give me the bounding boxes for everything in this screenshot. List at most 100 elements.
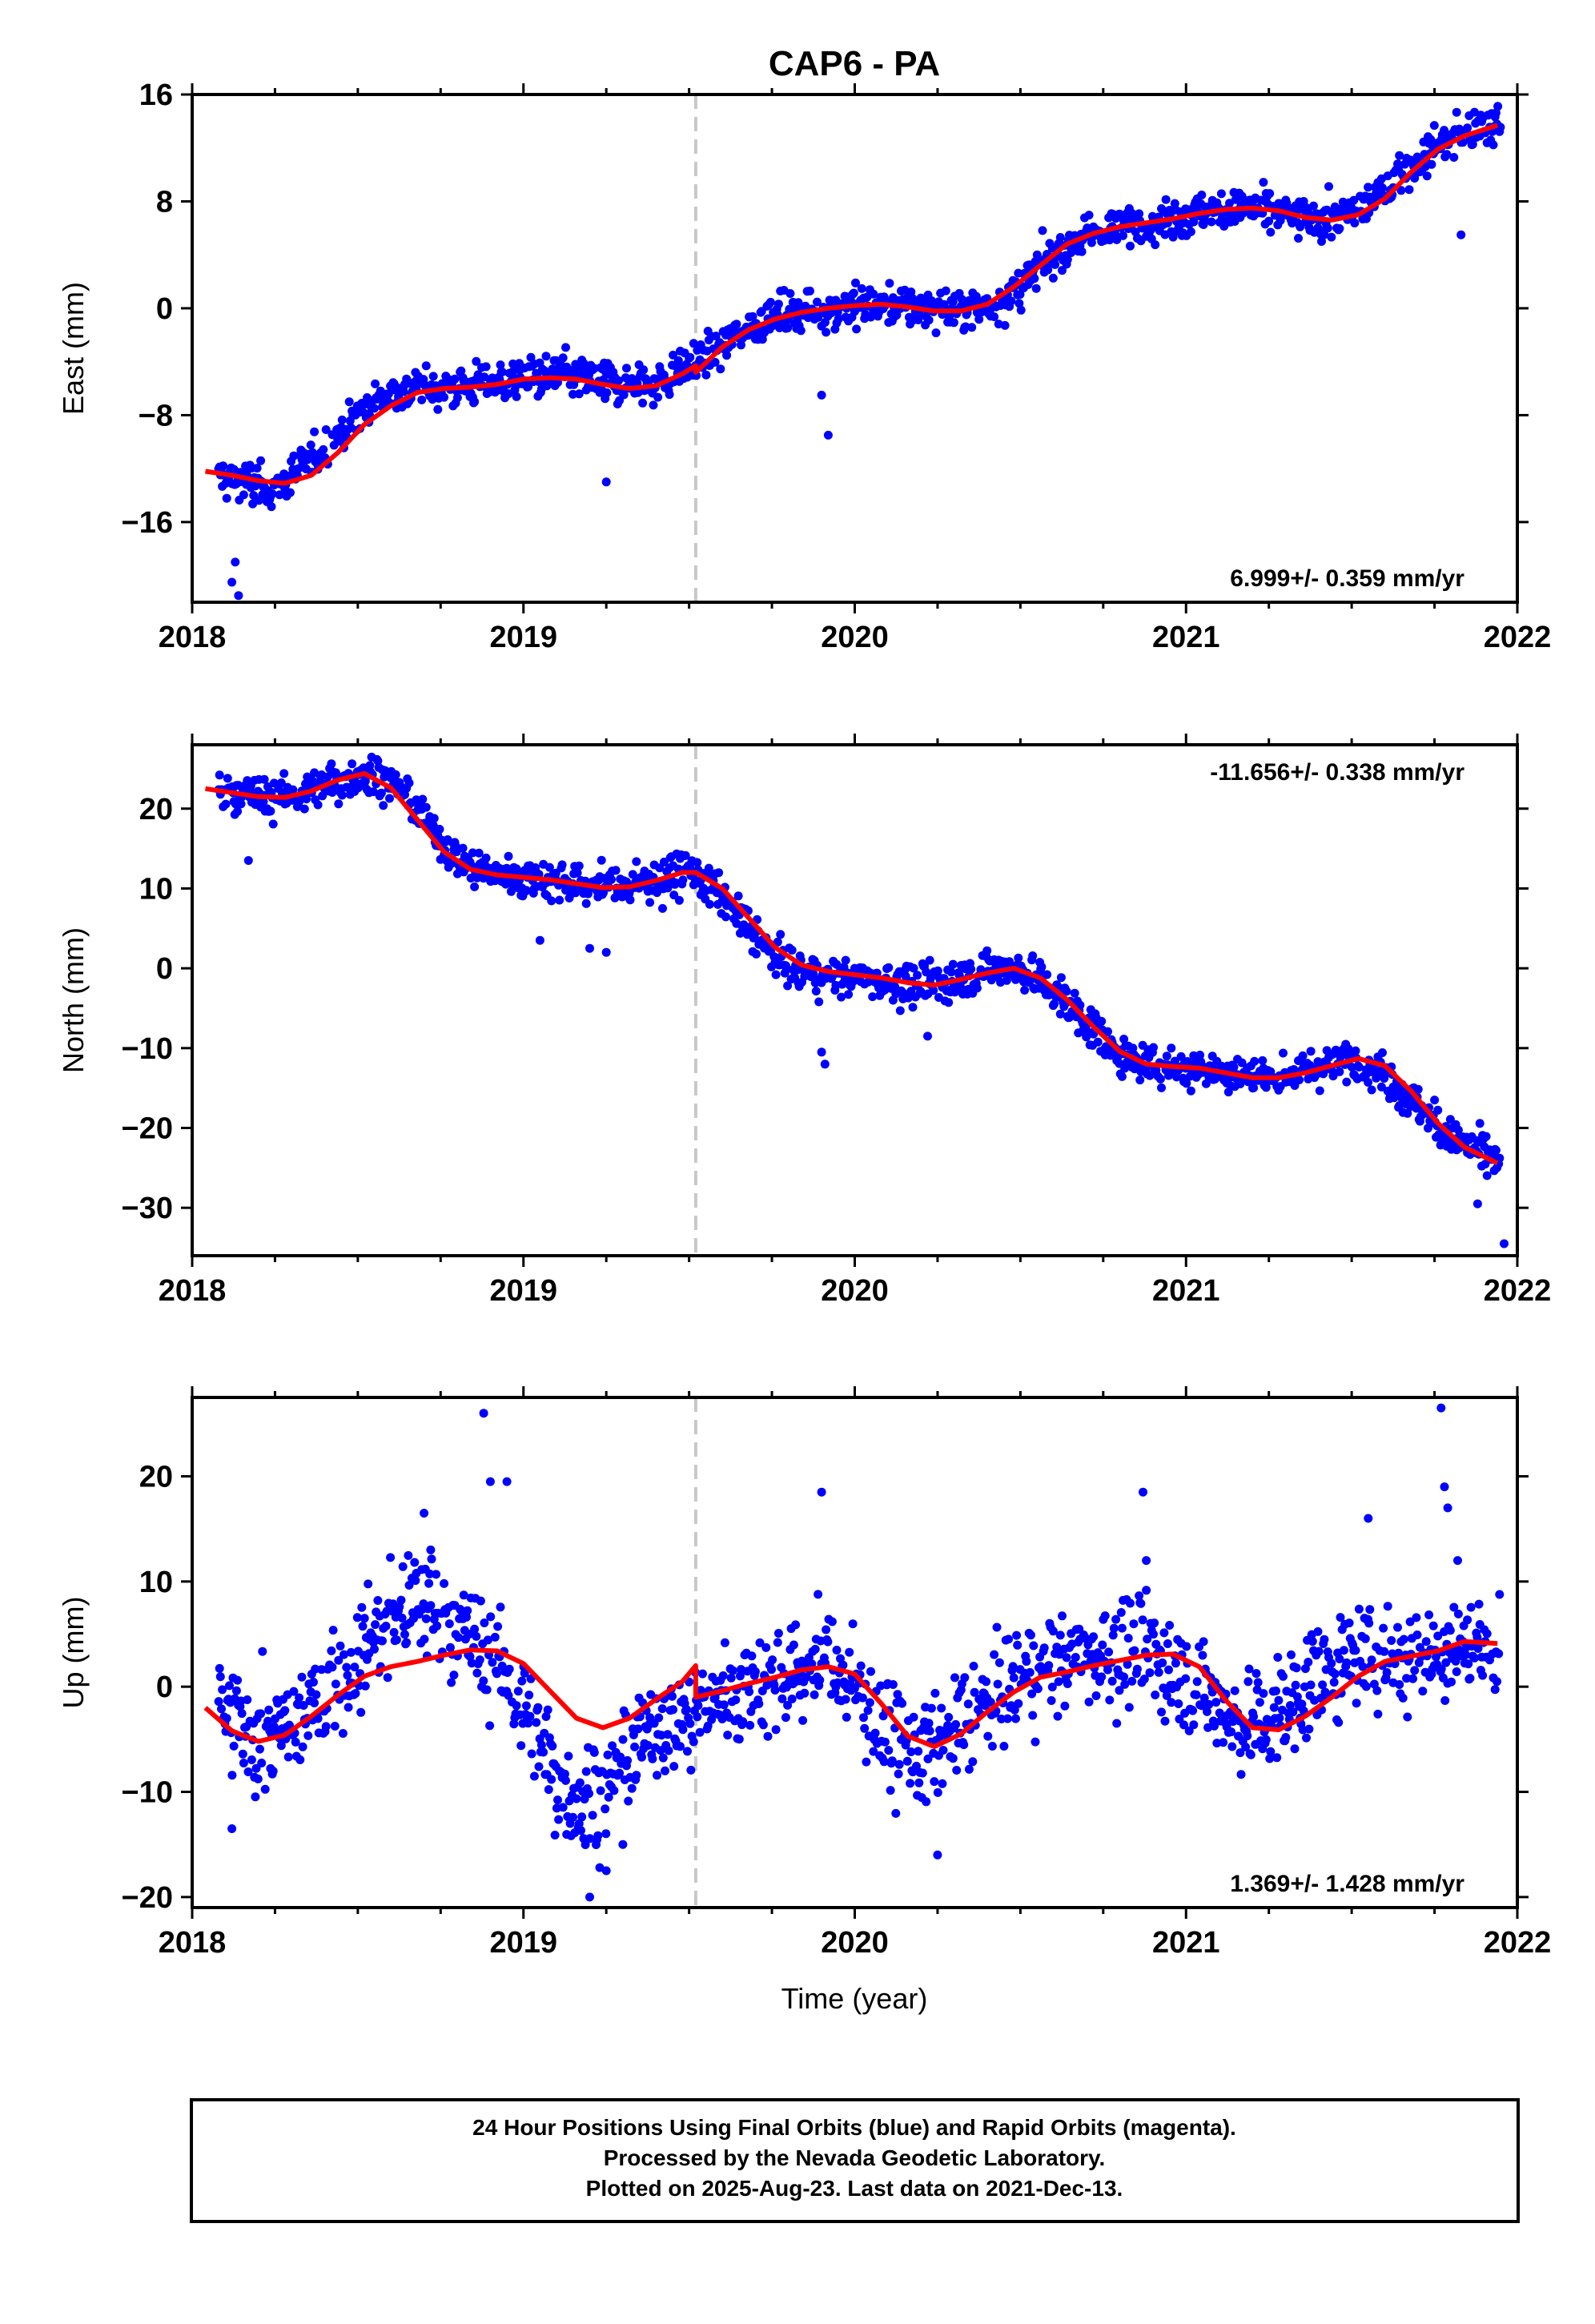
north-data-point bbox=[944, 998, 954, 1007]
up-data-point bbox=[1123, 1659, 1132, 1669]
east-data-point bbox=[541, 352, 551, 361]
north-data-point bbox=[752, 949, 761, 959]
up-data-point bbox=[585, 1834, 595, 1844]
up-data-point bbox=[1288, 1707, 1298, 1717]
up-data-point bbox=[1174, 1699, 1183, 1708]
east-data-point bbox=[419, 375, 428, 384]
north-data-point bbox=[1258, 1055, 1268, 1065]
up-data-point bbox=[258, 1647, 267, 1656]
east-frame bbox=[191, 93, 1519, 604]
up-data-point bbox=[718, 1671, 728, 1680]
up-data-point bbox=[1249, 1712, 1259, 1721]
north-data-point bbox=[307, 776, 317, 786]
north-data-point bbox=[982, 946, 992, 955]
north-data-point bbox=[581, 899, 591, 908]
up-data-point bbox=[1336, 1613, 1345, 1622]
up-data-point bbox=[1132, 1664, 1142, 1674]
north-outlier-point bbox=[817, 1047, 826, 1057]
north-data-point bbox=[1201, 1079, 1211, 1088]
east-data-point bbox=[710, 357, 720, 367]
up-data-point bbox=[944, 1712, 954, 1722]
north-data-point bbox=[632, 857, 641, 866]
up-data-point bbox=[1361, 1682, 1371, 1691]
up-data-point bbox=[440, 1578, 449, 1588]
up-data-point bbox=[1490, 1685, 1500, 1695]
up-data-point bbox=[1372, 1686, 1382, 1695]
east-data-point bbox=[321, 425, 331, 434]
up-data-point bbox=[887, 1756, 897, 1766]
north-frame bbox=[191, 743, 1519, 1257]
east-data-point bbox=[512, 392, 521, 401]
up-data-point bbox=[490, 1632, 500, 1642]
north-data-point bbox=[544, 862, 554, 872]
up-data-point bbox=[719, 1700, 729, 1710]
up-data-point bbox=[1424, 1610, 1434, 1619]
up-data-point bbox=[472, 1631, 481, 1641]
up-data-point bbox=[297, 1672, 307, 1682]
north-outlier-point bbox=[535, 935, 544, 945]
north-data-point bbox=[404, 778, 414, 788]
up-data-point bbox=[395, 1602, 404, 1611]
up-model-fit-line bbox=[203, 1638, 1498, 1749]
up-data-point bbox=[723, 1731, 733, 1740]
up-data-point bbox=[1230, 1686, 1239, 1695]
up-data-point bbox=[1272, 1687, 1280, 1695]
east-data-point bbox=[1135, 209, 1144, 219]
up-data-point bbox=[1097, 1672, 1107, 1682]
up-data-point bbox=[574, 1819, 584, 1828]
up-data-point bbox=[1022, 1657, 1031, 1667]
north-data-point bbox=[348, 759, 357, 769]
up-data-point bbox=[865, 1698, 874, 1707]
up-data-point bbox=[777, 1694, 787, 1703]
north-data-point bbox=[1157, 1083, 1166, 1092]
up-data-point bbox=[841, 1695, 850, 1704]
east-data-point bbox=[773, 300, 783, 309]
up-data-point bbox=[1053, 1711, 1063, 1721]
up-data-point bbox=[295, 1755, 305, 1764]
north-data-point bbox=[895, 1006, 905, 1015]
up-data-point bbox=[773, 1638, 782, 1647]
up-data-point bbox=[832, 1646, 842, 1655]
up-data-point bbox=[410, 1558, 420, 1567]
up-x-tick-label: 2019 bbox=[489, 1926, 557, 1960]
up-data-point bbox=[215, 1672, 225, 1682]
up-data-point bbox=[309, 1678, 318, 1687]
north-data-point bbox=[1378, 1048, 1387, 1057]
up-outlier-point bbox=[1443, 1503, 1452, 1513]
up-data-point bbox=[627, 1783, 637, 1793]
up-data-point bbox=[1143, 1634, 1152, 1644]
north-data-point bbox=[1335, 1067, 1344, 1076]
up-data-point bbox=[548, 1741, 557, 1751]
east-y-tick-label: 16 bbox=[139, 78, 173, 112]
east-data-point bbox=[665, 390, 674, 400]
east-data-point bbox=[558, 353, 568, 363]
up-data-point bbox=[997, 1715, 1006, 1723]
up-data-point bbox=[1063, 1679, 1072, 1688]
east-y-tick-label: 0 bbox=[156, 292, 173, 326]
north-data-point bbox=[504, 851, 513, 861]
up-data-point bbox=[263, 1716, 272, 1726]
north-y-axis-label: North (mm) bbox=[57, 927, 90, 1073]
north-data-point bbox=[215, 770, 224, 780]
north-data-point bbox=[1396, 1092, 1406, 1102]
up-y-tick-label: 20 bbox=[139, 1461, 173, 1494]
east-data-point bbox=[619, 390, 629, 400]
up-data-point bbox=[328, 1626, 338, 1635]
east-data-point bbox=[472, 356, 481, 366]
up-data-point bbox=[238, 1749, 247, 1759]
east-data-point bbox=[480, 372, 489, 382]
east-outlier-point bbox=[227, 577, 237, 587]
up-data-point bbox=[1274, 1695, 1284, 1705]
up-data-point bbox=[381, 1622, 391, 1630]
north-data-point bbox=[334, 799, 344, 809]
up-data-point bbox=[906, 1779, 915, 1788]
up-data-point bbox=[879, 1757, 889, 1767]
up-outlier-point bbox=[479, 1409, 488, 1418]
north-data-point bbox=[607, 875, 616, 884]
up-data-point bbox=[1062, 1653, 1071, 1663]
up-data-point bbox=[842, 1712, 851, 1722]
up-data-point bbox=[264, 1705, 274, 1715]
east-data-point bbox=[1186, 227, 1195, 236]
east-data-point bbox=[711, 332, 721, 341]
up-data-point bbox=[421, 1614, 431, 1623]
